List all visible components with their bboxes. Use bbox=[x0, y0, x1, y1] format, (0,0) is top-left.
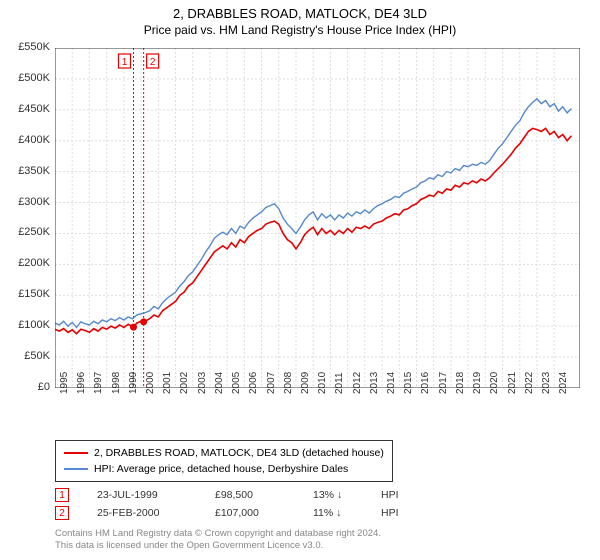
x-tick-label: 2017 bbox=[438, 372, 449, 394]
y-tick-label: £0 bbox=[0, 381, 50, 393]
x-tick-label: 2006 bbox=[248, 372, 259, 394]
x-tick-label: 2010 bbox=[317, 372, 328, 394]
x-tick-label: 1999 bbox=[128, 372, 139, 394]
y-tick-label: £50K bbox=[0, 350, 50, 362]
svg-text:2: 2 bbox=[150, 57, 156, 68]
x-tick-label: 1995 bbox=[59, 372, 70, 394]
sale-pct-1: 13% ↓ bbox=[313, 489, 353, 501]
sale-price-2: £107,000 bbox=[215, 507, 285, 519]
chart-area: 12 bbox=[55, 48, 580, 388]
x-tick-label: 2013 bbox=[369, 372, 380, 394]
sale-date-1: 23-JUL-1999 bbox=[97, 489, 187, 501]
title-block: 2, DRABBLES ROAD, MATLOCK, DE4 3LD Price… bbox=[0, 0, 600, 37]
x-tick-label: 2011 bbox=[334, 372, 345, 394]
x-tick-label: 1996 bbox=[76, 372, 87, 394]
x-tick-label: 1997 bbox=[93, 372, 104, 394]
y-tick-label: £350K bbox=[0, 165, 50, 177]
x-tick-label: 2012 bbox=[352, 372, 363, 394]
sale-ref-2: HPI bbox=[381, 507, 399, 519]
x-tick-label: 2002 bbox=[179, 372, 190, 394]
sale-row-1: 1 23-JUL-1999 £98,500 13% ↓ HPI bbox=[55, 486, 399, 504]
x-tick-label: 2019 bbox=[472, 372, 483, 394]
sale-row-2: 2 25-FEB-2000 £107,000 11% ↓ HPI bbox=[55, 504, 399, 522]
x-tick-label: 2008 bbox=[283, 372, 294, 394]
y-tick-label: £100K bbox=[0, 319, 50, 331]
y-tick-label: £200K bbox=[0, 257, 50, 269]
x-tick-label: 2005 bbox=[231, 372, 242, 394]
line-chart: 12 bbox=[55, 48, 580, 388]
x-tick-label: 2000 bbox=[145, 372, 156, 394]
x-tick-label: 2018 bbox=[455, 372, 466, 394]
x-tick-label: 1998 bbox=[111, 372, 122, 394]
legend-item-hpi: HPI: Average price, detached house, Derb… bbox=[64, 461, 384, 477]
y-tick-label: £500K bbox=[0, 72, 50, 84]
x-tick-label: 2020 bbox=[489, 372, 500, 394]
x-tick-label: 2022 bbox=[524, 372, 535, 394]
x-tick-label: 2023 bbox=[541, 372, 552, 394]
footer: Contains HM Land Registry data © Crown c… bbox=[55, 528, 381, 553]
x-tick-label: 2004 bbox=[214, 372, 225, 394]
legend-label-hpi: HPI: Average price, detached house, Derb… bbox=[94, 463, 348, 475]
footer-line-1: Contains HM Land Registry data © Crown c… bbox=[55, 528, 381, 540]
x-tick-label: 2007 bbox=[266, 372, 277, 394]
x-tick-label: 2003 bbox=[197, 372, 208, 394]
x-tick-label: 2009 bbox=[300, 372, 311, 394]
y-tick-label: £250K bbox=[0, 226, 50, 238]
chart-subtitle: Price paid vs. HM Land Registry's House … bbox=[0, 23, 600, 37]
sales-table: 1 23-JUL-1999 £98,500 13% ↓ HPI 2 25-FEB… bbox=[55, 486, 399, 522]
sale-price-1: £98,500 bbox=[215, 489, 285, 501]
legend-swatch-hpi bbox=[64, 468, 88, 470]
sale-marker-1: 1 bbox=[55, 488, 69, 502]
x-tick-label: 2014 bbox=[386, 372, 397, 394]
x-tick-label: 2015 bbox=[403, 372, 414, 394]
legend-item-property: 2, DRABBLES ROAD, MATLOCK, DE4 3LD (deta… bbox=[64, 445, 384, 461]
y-tick-label: £150K bbox=[0, 288, 50, 300]
y-tick-label: £400K bbox=[0, 134, 50, 146]
x-tick-label: 2021 bbox=[507, 372, 518, 394]
sale-marker-2: 2 bbox=[55, 506, 69, 520]
y-tick-label: £450K bbox=[0, 103, 50, 115]
sale-pct-2: 11% ↓ bbox=[313, 507, 353, 519]
legend-label-property: 2, DRABBLES ROAD, MATLOCK, DE4 3LD (deta… bbox=[94, 447, 384, 459]
footer-line-2: This data is licensed under the Open Gov… bbox=[55, 540, 381, 552]
legend: 2, DRABBLES ROAD, MATLOCK, DE4 3LD (deta… bbox=[55, 440, 393, 482]
y-tick-label: £300K bbox=[0, 196, 50, 208]
x-tick-label: 2016 bbox=[420, 372, 431, 394]
sale-ref-1: HPI bbox=[381, 489, 399, 501]
x-tick-label: 2024 bbox=[558, 372, 569, 394]
svg-text:1: 1 bbox=[122, 57, 128, 68]
chart-title: 2, DRABBLES ROAD, MATLOCK, DE4 3LD bbox=[0, 6, 600, 21]
sale-num-2: 2 bbox=[59, 508, 65, 519]
legend-swatch-property bbox=[64, 452, 88, 454]
sale-date-2: 25-FEB-2000 bbox=[97, 507, 187, 519]
x-tick-label: 2001 bbox=[162, 372, 173, 394]
y-tick-label: £550K bbox=[0, 41, 50, 53]
sale-num-1: 1 bbox=[59, 490, 65, 501]
